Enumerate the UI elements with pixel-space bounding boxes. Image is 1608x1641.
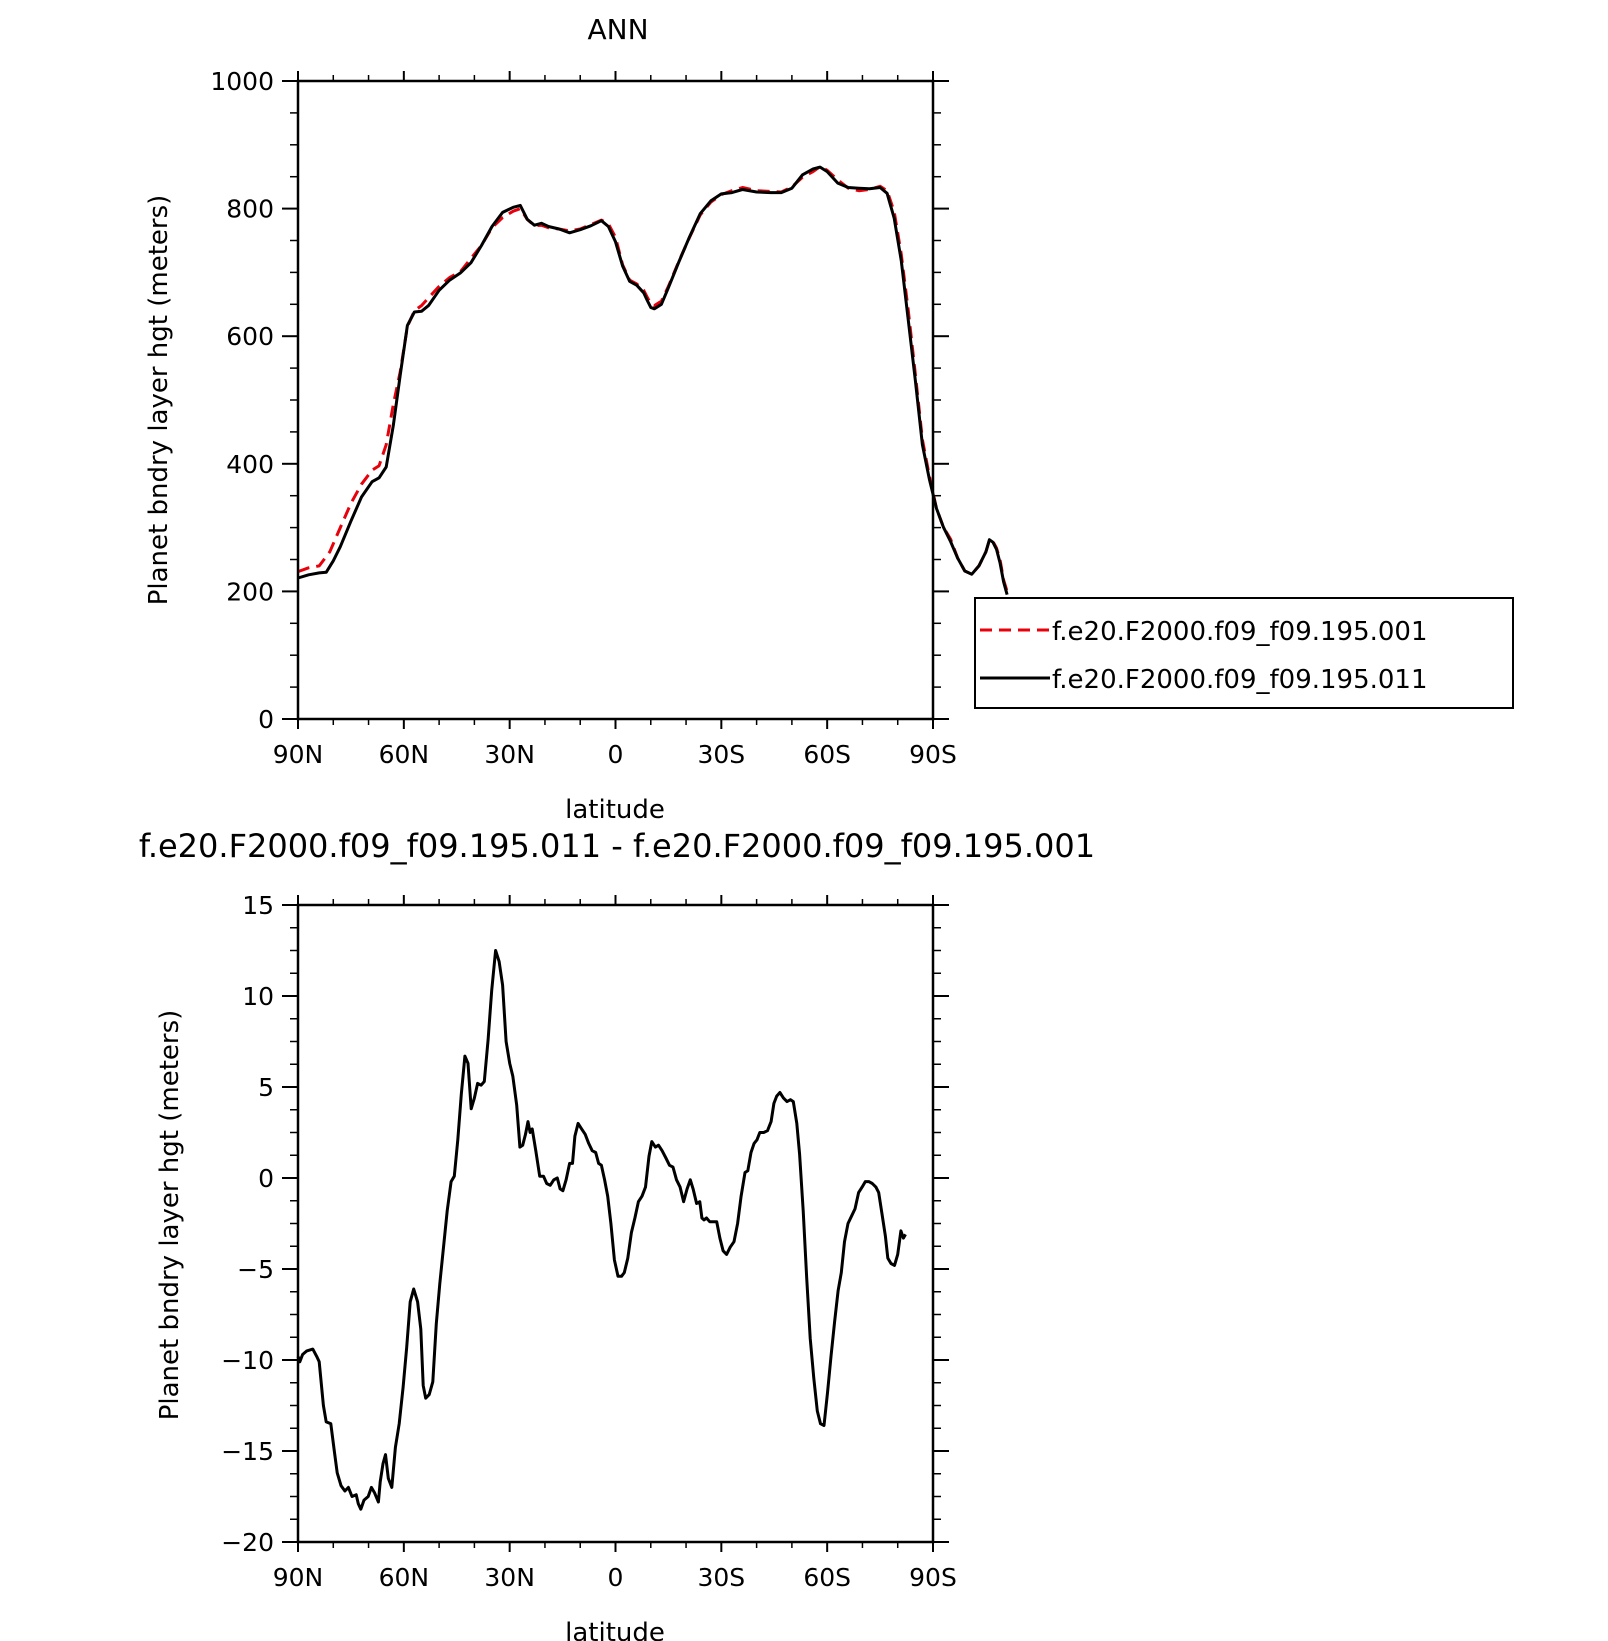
legend-label-series-2: f.e20.F2000.f09_f09.195.011 [1052, 665, 1428, 695]
y-tick-label: −5 [237, 1255, 274, 1284]
series-lines [297, 165, 1009, 595]
tick-labels: 90N 60N 30N 0 30S 60S 90S 0 200 400 600 800 1000 [210, 67, 956, 769]
y-tick-label: 1000 [210, 67, 274, 96]
y-tick-label: 0 [258, 1164, 274, 1193]
x-tick-label: 60S [803, 740, 851, 769]
tick-labels: 90N 60N 30N 0 30S 60S 90S −20 −15 −10 −5 0 5 10 15 [221, 891, 957, 1592]
x-tick-label: 90S [909, 740, 957, 769]
plot-frame [296, 79, 935, 721]
x-axis-title: latitude [565, 795, 665, 825]
x-tick-label: 30N [484, 1563, 535, 1592]
x-tick-label: 30S [697, 1563, 745, 1592]
series-lines [296, 949, 907, 1511]
chart-title: f.e20.F2000.f09_f09.195.011 - f.e20.F200… [139, 827, 1095, 865]
y-tick-label: −10 [221, 1346, 274, 1375]
y-tick-label: 10 [242, 982, 274, 1011]
series-line-1 [297, 165, 1009, 592]
x-tick-label: 0 [608, 1563, 624, 1592]
x-tick-label: 60S [803, 1563, 851, 1592]
y-tick-label: −15 [221, 1437, 274, 1466]
y-tick-label: 0 [258, 705, 274, 734]
y-tick-label: 5 [258, 1073, 274, 1102]
series-line-2 [297, 165, 1009, 595]
chart-panel-difference: f.e20.F2000.f09_f09.195.011 - f.e20.F200… [139, 827, 1095, 1641]
legend-box [974, 597, 1514, 709]
x-tick-label: 0 [608, 740, 624, 769]
x-tick-label: 60N [379, 740, 430, 769]
legend-label-series-1: f.e20.F2000.f09_f09.195.001 [1052, 617, 1428, 647]
x-tick-label: 30N [484, 740, 535, 769]
y-tick-label: 400 [226, 450, 274, 479]
y-tick-label: 800 [226, 195, 274, 224]
series-line-1 [296, 949, 907, 1511]
x-tick-label: 90S [909, 1563, 957, 1592]
y-axis-title: Planet bndry layer hgt (meters) [155, 1010, 185, 1421]
y-axis-title: Planet bndry layer hgt (meters) [144, 195, 174, 606]
x-tick-label: 30S [697, 740, 745, 769]
y-tick-label: 15 [242, 891, 274, 920]
x-axis-title: latitude [565, 1618, 665, 1641]
x-tick-label: 90N [273, 1563, 324, 1592]
y-tick-label: −20 [221, 1528, 274, 1557]
x-tick-label: 60N [379, 1563, 430, 1592]
y-tick-label: 200 [226, 577, 274, 606]
y-tick-label: 600 [226, 322, 274, 351]
x-tick-label: 90N [273, 740, 324, 769]
chart-title: ANN [587, 13, 648, 46]
plot-frame [296, 903, 935, 1544]
axis-ticks [282, 71, 949, 729]
legend: f.e20.F2000.f09_f09.195.001 f.e20.F2000.… [974, 597, 1514, 709]
chart-panel-ann: ANN 90N 60N 30N 0 30S 60S 90S 0 200 400 600 800 1000… [144, 13, 1514, 825]
